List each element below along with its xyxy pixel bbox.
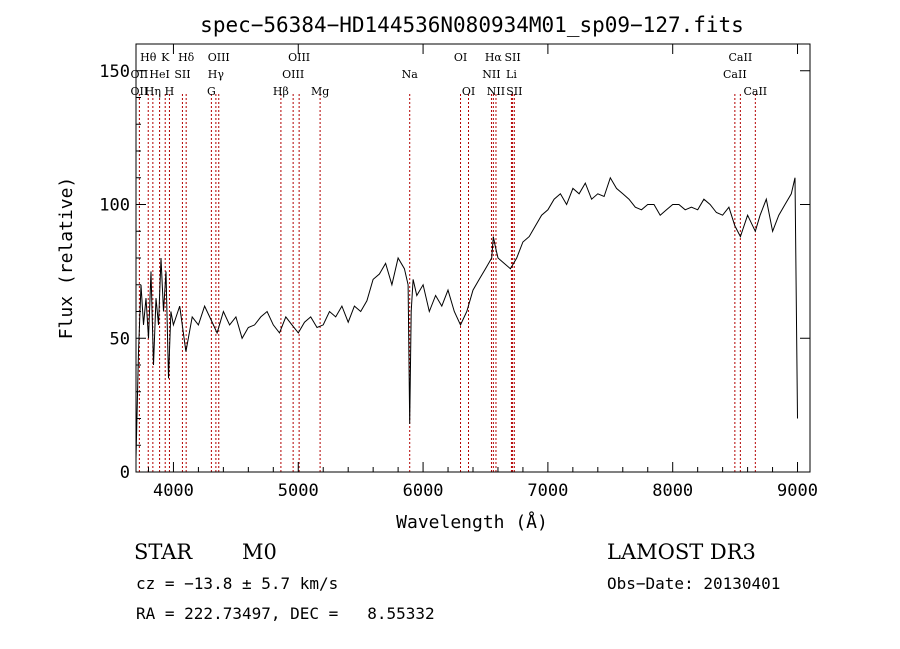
plot-frame xyxy=(135,43,811,473)
line-label: OI xyxy=(454,51,467,64)
object-class: STAR xyxy=(134,540,193,564)
line-label: G xyxy=(207,85,216,98)
redshift-readout: cz = −13.8 ± 5.7 km/s xyxy=(136,574,339,593)
line-label: Na xyxy=(402,68,419,81)
y-axis-label: Flux (relative) xyxy=(56,177,77,340)
y-axis: 0 50 100 150 xyxy=(99,43,810,483)
line-label: OIII xyxy=(208,51,230,64)
line-label: OII xyxy=(131,85,149,98)
survey-name: LAMOST DR3 xyxy=(607,540,756,564)
line-label: NII xyxy=(487,85,505,98)
line-label: HeI xyxy=(149,68,169,81)
line-label: Li xyxy=(506,68,517,81)
line-label: OII xyxy=(131,68,149,81)
x-tick-label: 8000 xyxy=(652,481,693,501)
line-label: CaII xyxy=(743,85,767,98)
y-tick-label: 50 xyxy=(110,329,130,349)
emission-line-markers xyxy=(138,94,756,472)
line-label: Hη xyxy=(145,85,161,98)
line-label: Hγ xyxy=(208,68,225,81)
line-label: SII xyxy=(174,68,190,81)
line-label: Hθ xyxy=(140,51,157,64)
line-label: Hβ xyxy=(273,85,289,98)
line-label: CaII xyxy=(729,51,753,64)
x-axis: 4000 5000 6000 7000 8000 9000 xyxy=(147,44,818,501)
line-label: CaII xyxy=(723,68,747,81)
coordinates-readout: RA = 222.73497, DEC = 8.55332 xyxy=(136,604,435,623)
line-label: H xyxy=(165,85,175,98)
y-tick-label: 150 xyxy=(99,62,130,82)
spectrum-line xyxy=(135,176,798,459)
chart-title: spec−56384−HD144536N080934M01_sp09−127.f… xyxy=(200,13,744,37)
x-tick-label: 5000 xyxy=(278,481,319,501)
x-tick-label: 7000 xyxy=(527,481,568,501)
line-label: K xyxy=(161,51,170,64)
observation-date: Obs−Date: 20130401 xyxy=(607,574,781,593)
spectral-subclass: M0 xyxy=(242,540,277,564)
x-axis-label: Wavelength (Å) xyxy=(396,511,548,533)
line-label: OI xyxy=(462,85,475,98)
line-label: SII xyxy=(506,85,522,98)
line-label: OIII xyxy=(288,51,310,64)
line-label: NII xyxy=(482,68,500,81)
x-tick-label: 9000 xyxy=(777,481,818,501)
x-tick-label: 6000 xyxy=(403,481,444,501)
line-label: Hα xyxy=(485,51,503,64)
line-label: Hδ xyxy=(178,51,195,64)
y-tick-label: 0 xyxy=(120,463,130,483)
x-tick-label: 4000 xyxy=(153,481,194,501)
y-tick-label: 100 xyxy=(99,196,130,216)
line-label: Mg xyxy=(311,85,329,98)
line-label: OIII xyxy=(282,68,304,81)
line-label: SII xyxy=(504,51,520,64)
